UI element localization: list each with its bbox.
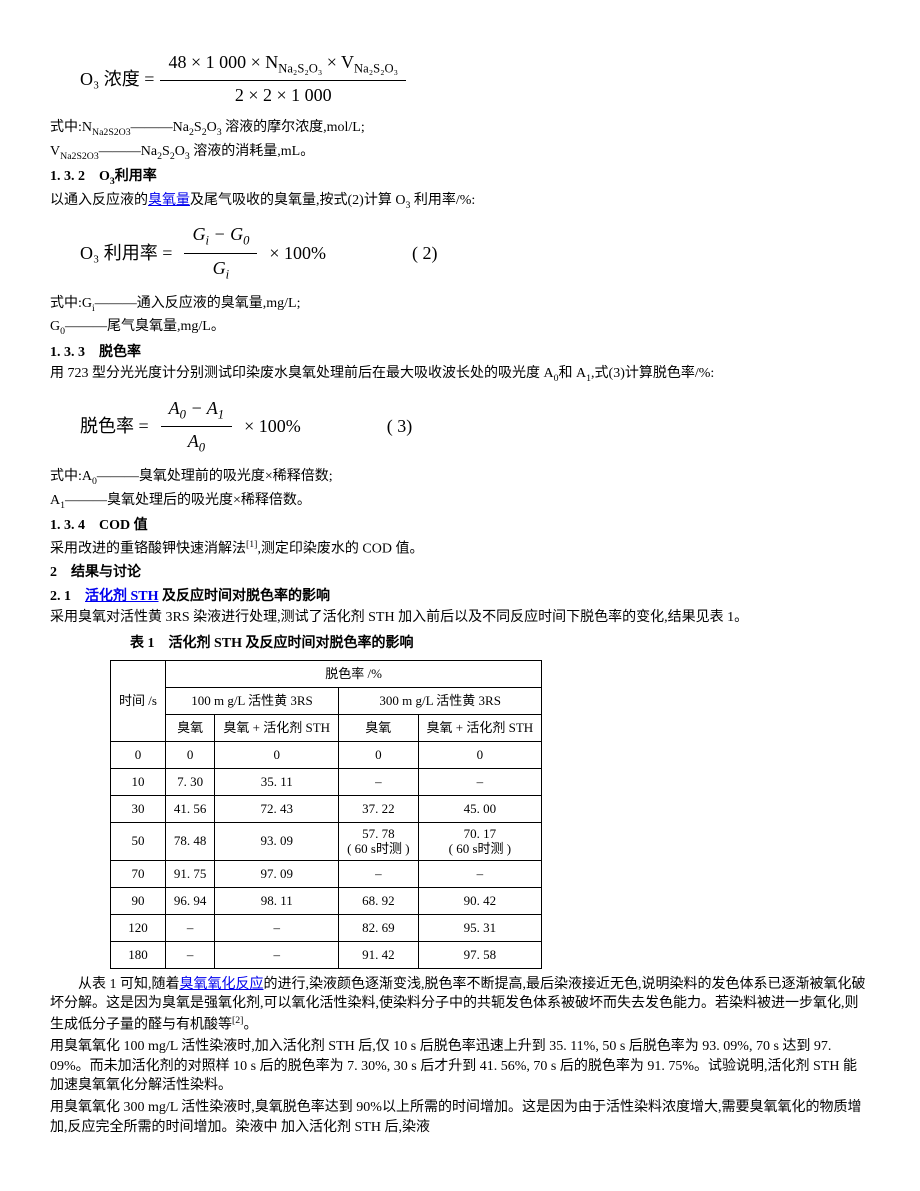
heading-133: 1. 3. 3 脱色率	[50, 343, 870, 363]
numerator: Gi − G0	[184, 220, 257, 253]
fraction: Gi − G0 Gi	[184, 220, 257, 285]
th-decolor: 脱色率 /%	[165, 660, 541, 687]
th-300mgl: 300 m g/L 活性黄 3RS	[339, 687, 542, 714]
fraction: 48 × 1 000 × NNa₂S₂O₃ × VNa₂S₂O₃ 2 × 2 ×…	[160, 48, 406, 110]
formula-o3-concentration: O₃ 浓度 = 48 × 1 000 × NNa₂S₂O₃ × VNa₂S₂O₃…	[80, 48, 870, 110]
numerator: A0 − A1	[161, 394, 232, 427]
table-row: 0 0 0 0 0	[111, 741, 542, 768]
table-row: 时间 /s 脱色率 /%	[111, 660, 542, 687]
definition-v: VNa2S2O3———Na2S2O3 溶液的消耗量,mL。	[50, 142, 870, 164]
heading-21: 2. 1 活化剂 STH 及反应时间对脱色率的影响	[50, 587, 870, 607]
th-col1: 臭氧	[165, 714, 215, 741]
paragraph-2: 用臭氧氧化 100 mg/L 活性染液时,加入活化剂 STH 后,仅 10 s …	[50, 1037, 870, 1096]
paragraph-3: 用臭氧氧化 300 mg/L 活性染液时,臭氧脱色率达到 90%以上所需的时间增…	[50, 1098, 870, 1137]
link-activator-sth[interactable]: 活化剂 STH	[85, 589, 159, 604]
heading-134: 1. 3. 4 COD 值	[50, 516, 870, 536]
formula-left: O₃ 浓度 =	[80, 67, 154, 92]
table-row: 30 41. 56 72. 43 37. 22 45. 00	[111, 795, 542, 822]
definition-g0: G0———尾气臭氧量,mg/L。	[50, 317, 870, 339]
link-ozone-oxidation[interactable]: 臭氧氧化反应	[180, 977, 264, 992]
table-row: 臭氧 臭氧 + 活化剂 STH 臭氧 臭氧 + 活化剂 STH	[111, 714, 542, 741]
th-col2: 臭氧 + 活化剂 STH	[215, 714, 339, 741]
definition-n: 式中:NNa2S2O3———Na2S2O3 溶液的摩尔浓度,mol/L;	[50, 118, 870, 140]
table1: 时间 /s 脱色率 /% 100 m g/L 活性黄 3RS 300 m g/L…	[110, 660, 542, 969]
fraction: A0 − A1 A0	[161, 394, 232, 459]
definition-a1: A1———臭氧处理后的吸光度×稀释倍数。	[50, 491, 870, 513]
denominator: A0	[161, 427, 232, 459]
formula-left: O₃ 利用率 =	[80, 241, 172, 266]
definition-gi: 式中:Gi———通入反应液的臭氧量,mg/L;	[50, 294, 870, 316]
p133: 用 723 型分光光度计分别测试印染废水臭氧处理前后在最大吸收波长处的吸光度 A…	[50, 364, 870, 386]
th-time: 时间 /s	[111, 660, 166, 741]
formula-left: 脱色率 =	[80, 414, 149, 439]
table-row: 10 7. 30 35. 11 – –	[111, 768, 542, 795]
formula-right: × 100%	[269, 241, 326, 266]
definition-a0: 式中:A0———臭氧处理前的吸光度×稀释倍数;	[50, 467, 870, 489]
heading-132: 1. 3. 2 O3利用率	[50, 167, 870, 189]
p134: 采用改进的重铬酸钾快速消解法[1],测定印染废水的 COD 值。	[50, 538, 870, 559]
table-row: 120 – – 82. 69 95. 31	[111, 914, 542, 941]
p21: 采用臭氧对活性黄 3RS 染液进行处理,测试了活化剂 STH 加入前后以及不同反…	[50, 608, 870, 628]
numerator: 48 × 1 000 × NNa₂S₂O₃ × VNa₂S₂O₃	[160, 48, 406, 81]
formula-right: × 100%	[244, 414, 301, 439]
p132: 以通入反应液的臭氧量及尾气吸收的臭氧量,按式(2)计算 O3 利用率/%:	[50, 191, 870, 213]
table-row: 100 m g/L 活性黄 3RS 300 m g/L 活性黄 3RS	[111, 687, 542, 714]
th-col4: 臭氧 + 活化剂 STH	[418, 714, 542, 741]
denominator: 2 × 2 × 1 000	[160, 81, 406, 110]
eq-label-2: ( 2)	[412, 241, 438, 266]
th-100mgl: 100 m g/L 活性黄 3RS	[165, 687, 338, 714]
denominator: Gi	[184, 254, 257, 286]
link-ozone-amount[interactable]: 臭氧量	[148, 193, 190, 208]
table-row: 90 96. 94 98. 11 68. 92 90. 42	[111, 887, 542, 914]
eq-label-3: ( 3)	[387, 414, 413, 439]
table1-title: 表 1 活化剂 STH 及反应时间对脱色率的影响	[130, 634, 870, 654]
paragraph-1: 从表 1 可知,随着臭氧氧化反应的进行,染液颜色逐渐变浅,脱色率不断提高,最后染…	[50, 975, 870, 1035]
formula-o3-utilization: O₃ 利用率 = Gi − G0 Gi × 100% ( 2)	[80, 220, 870, 285]
table-row: 50 78. 48 93. 09 57. 78( 60 s时测 ) 70. 17…	[111, 822, 542, 860]
th-col3: 臭氧	[339, 714, 418, 741]
table-row: 180 – – 91. 42 97. 58	[111, 941, 542, 968]
formula-decolorization: 脱色率 = A0 − A1 A0 × 100% ( 3)	[80, 394, 870, 459]
table-row: 70 91. 75 97. 09 – –	[111, 860, 542, 887]
heading-2: 2 结果与讨论	[50, 563, 870, 583]
